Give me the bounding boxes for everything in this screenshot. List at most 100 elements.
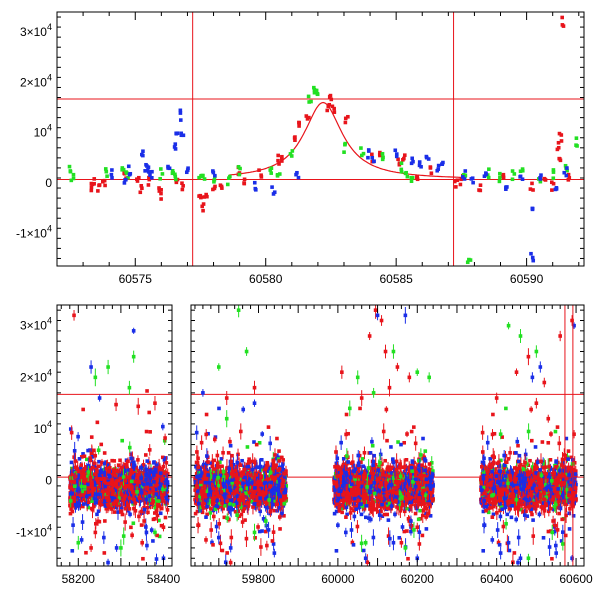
bottom-blue-point <box>149 483 153 487</box>
bottom-blue-point <box>98 396 102 400</box>
top-green-point <box>124 170 128 174</box>
bottom-red-point <box>103 479 107 483</box>
bottom-red-point <box>204 538 208 542</box>
bottom-red-point <box>137 515 141 519</box>
top-blue-point <box>176 131 180 135</box>
bottom-red-point <box>269 484 273 488</box>
bottom-red-point <box>273 453 277 457</box>
top-blue-point <box>179 118 183 122</box>
bottom-red-point <box>119 493 123 497</box>
bottom-red-point <box>69 507 73 511</box>
top-blue-point <box>437 164 441 168</box>
bottom-blue-point <box>139 476 143 480</box>
bottom-red-point <box>72 480 76 484</box>
bottom-green-point <box>122 475 126 479</box>
bottom-blue-point <box>115 546 119 550</box>
bottom-red-point <box>256 525 260 529</box>
bottom-green-point <box>264 519 268 523</box>
bottom-red-point <box>212 515 216 519</box>
top-red-point <box>529 187 533 191</box>
bottom-red-point <box>70 431 74 435</box>
bottom-green-point <box>119 546 123 550</box>
bottom-blue-point <box>204 481 208 485</box>
bottom-blue-point <box>227 481 231 485</box>
bottom-red-point <box>206 460 210 464</box>
bottom-blue-point <box>145 498 149 502</box>
top-green-point <box>498 180 502 184</box>
top-red-point <box>159 188 163 192</box>
top-ytick-label: -1×104 <box>16 223 52 240</box>
top-red-point <box>344 121 348 125</box>
top-green-point <box>552 168 556 172</box>
top-blue-point <box>436 167 440 171</box>
bottom-blue-point <box>71 523 75 527</box>
top-green-point <box>213 178 217 182</box>
bottom-red-point <box>98 520 102 524</box>
bottom-red-point <box>123 520 127 524</box>
bottom-red-point <box>148 490 152 494</box>
bottom-red-point <box>103 551 107 555</box>
bottom-blue-point <box>213 475 217 479</box>
top-blue-point <box>270 185 274 189</box>
bottom-red-point <box>110 459 114 463</box>
top-blue-point <box>518 175 522 179</box>
bottom-green-point <box>83 485 87 489</box>
top-blue-point <box>123 181 127 185</box>
bottom-green-point <box>106 365 110 369</box>
bottom-red-point <box>117 479 121 483</box>
top-red-point <box>370 153 374 157</box>
top-red-point <box>280 155 284 159</box>
bottom-blue-point <box>268 442 272 446</box>
bottom-xtick-label: 58400 <box>147 572 181 586</box>
top-red-point <box>181 184 185 188</box>
bottom-blue-point <box>241 408 245 412</box>
bottom-red-point <box>204 495 208 499</box>
bottom-red-point <box>211 543 215 547</box>
bottom-blue-point <box>102 536 106 540</box>
bottom-red-point <box>92 505 96 509</box>
top-red-point <box>200 205 204 209</box>
bottom-red-point <box>124 479 128 483</box>
top-green-point <box>226 183 230 187</box>
top-blue-point <box>461 175 465 179</box>
bottom-red-point <box>107 470 111 474</box>
top-green-point <box>159 167 163 171</box>
top-ytick-mantissa: 2×10 <box>20 75 47 89</box>
bottom-blue-point <box>76 487 80 491</box>
bottom-green-point <box>132 521 136 525</box>
bottom-red-point <box>77 470 81 474</box>
top-green-point <box>201 174 205 178</box>
bottom-blue-point <box>246 465 250 469</box>
top-blue-point <box>470 177 474 181</box>
bottom-red-point <box>111 492 115 496</box>
top-xtick-label: 60580 <box>249 272 283 286</box>
top-red-point <box>560 16 564 20</box>
bottom-green-point <box>76 541 80 545</box>
bottom-blue-point <box>204 515 208 519</box>
bottom-green-point <box>157 499 161 503</box>
bottom-blue-point <box>152 480 156 484</box>
bottom-blue-point <box>86 483 90 487</box>
top-green-point <box>237 165 241 169</box>
top-blue-point <box>213 174 217 178</box>
bottom-red-point <box>228 440 232 444</box>
bottom-red-point <box>253 536 257 540</box>
top-green-point <box>278 172 282 176</box>
bottom-red-point <box>107 487 111 491</box>
bottom-red-point <box>69 480 73 484</box>
top-green-point <box>410 179 414 183</box>
bottom-red-point <box>114 469 118 473</box>
top-blue-point <box>370 156 374 160</box>
bottom-red-point <box>127 475 131 479</box>
bottom-green-point <box>87 470 91 474</box>
bottom-blue-point <box>70 549 74 553</box>
bottom-red-point <box>96 421 100 425</box>
bottom-green-point <box>128 446 132 450</box>
bottom-red-point <box>95 477 99 481</box>
top-blue-point <box>110 173 114 177</box>
bottom-blue-point <box>153 468 157 472</box>
bottom-blue-point <box>103 499 107 503</box>
bottom-green-point <box>120 439 124 443</box>
top-green-point <box>121 166 125 170</box>
top-green-point <box>309 100 313 104</box>
